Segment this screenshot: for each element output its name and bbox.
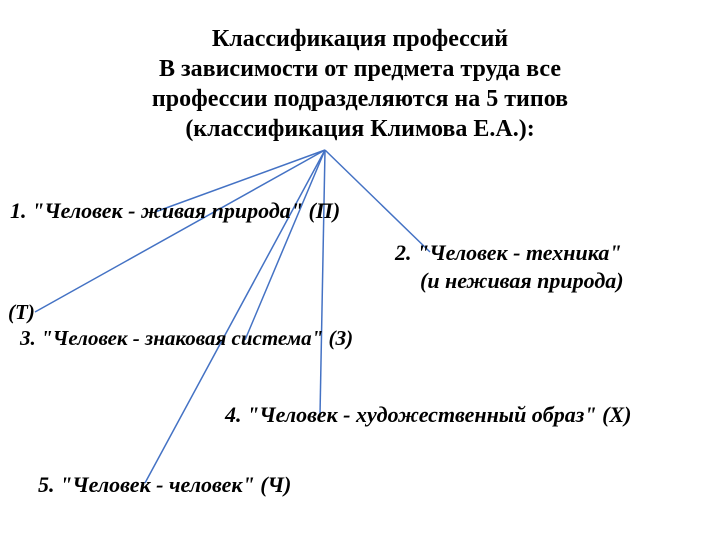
connector-line (320, 150, 325, 415)
node-label: (и неживая природа) (420, 268, 624, 294)
connector-line (35, 150, 325, 312)
node-label: 4. "Человек - художественный образ" (Х) (225, 402, 631, 428)
node-label: (Т) (8, 300, 35, 325)
node-label: 2. "Человек - техника" (395, 240, 622, 266)
node-label: 5. "Человек - человек" (Ч) (38, 472, 291, 498)
node-label: 3. "Человек - знаковая система" (З) (20, 326, 353, 351)
connector-line (245, 150, 325, 340)
diagram-canvas: Классификация профессийВ зависимости от … (0, 0, 720, 540)
connector-line (325, 150, 430, 252)
diagram-title: Классификация профессийВ зависимости от … (40, 24, 680, 144)
node-label: 1. "Человек - живая природа" (П) (10, 198, 340, 224)
